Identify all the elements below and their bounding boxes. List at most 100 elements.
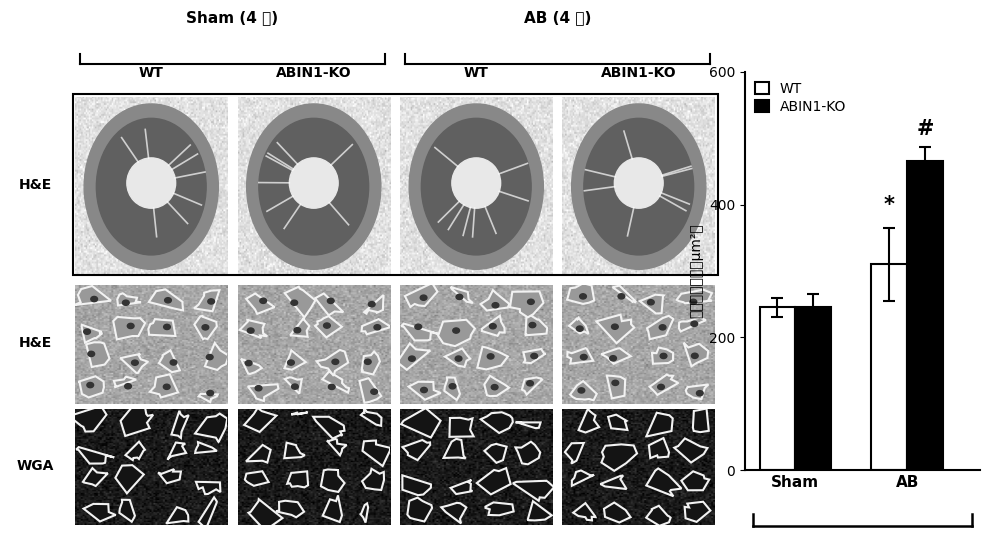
Circle shape [364,359,371,364]
Bar [795,307,831,470]
Polygon shape [199,497,217,529]
Polygon shape [285,377,302,394]
Polygon shape [364,295,384,314]
Polygon shape [596,315,634,343]
Polygon shape [121,405,153,436]
Text: *: * [884,195,895,215]
Polygon shape [166,507,188,524]
Circle shape [163,384,170,389]
Polygon shape [646,413,673,436]
Polygon shape [246,445,271,462]
Circle shape [207,390,214,395]
Polygon shape [76,447,114,463]
Polygon shape [652,347,673,364]
Bar [907,161,943,470]
Circle shape [374,325,381,330]
Circle shape [91,296,98,301]
Polygon shape [194,290,219,311]
Circle shape [453,328,459,333]
Polygon shape [528,501,552,520]
Circle shape [165,298,171,303]
Circle shape [164,324,170,330]
Circle shape [332,359,339,364]
Polygon shape [83,468,108,486]
Text: #: # [916,119,934,139]
Circle shape [371,389,378,394]
Polygon shape [407,498,432,521]
Polygon shape [113,317,145,340]
Polygon shape [647,316,673,339]
Polygon shape [241,359,262,374]
Polygon shape [570,381,597,400]
Point [966,467,978,473]
Polygon shape [567,282,594,304]
Polygon shape [248,384,278,401]
Polygon shape [481,412,513,433]
Circle shape [618,294,625,299]
Polygon shape [246,294,275,314]
Point [747,467,759,473]
Polygon shape [522,378,542,394]
Circle shape [368,301,375,307]
Polygon shape [360,378,381,403]
Circle shape [531,353,538,359]
Polygon shape [284,443,305,458]
Polygon shape [327,439,347,455]
Polygon shape [601,348,631,364]
Ellipse shape [572,104,706,269]
Circle shape [206,354,213,359]
Circle shape [658,384,664,389]
Polygon shape [640,295,664,314]
Y-axis label: 细胞横截面积（μm²）: 细胞横截面积（μm²） [689,223,703,319]
Polygon shape [195,442,217,453]
Polygon shape [646,468,681,496]
Ellipse shape [127,158,176,208]
Polygon shape [149,289,183,310]
Circle shape [690,299,697,305]
Polygon shape [441,503,466,523]
Polygon shape [444,439,466,458]
Polygon shape [322,372,349,393]
Ellipse shape [584,118,694,255]
Ellipse shape [247,104,381,269]
Ellipse shape [421,118,531,255]
Circle shape [208,299,215,304]
Polygon shape [114,377,136,387]
Circle shape [260,298,267,304]
Text: ABIN1-KO: ABIN1-KO [601,66,677,80]
Circle shape [490,324,496,329]
Circle shape [612,380,619,385]
Polygon shape [361,503,368,523]
Polygon shape [674,439,707,462]
Text: Sham (4 周): Sham (4 周) [186,10,279,25]
Polygon shape [405,283,437,307]
Polygon shape [199,394,218,402]
Polygon shape [650,374,678,395]
Circle shape [648,300,654,305]
Polygon shape [244,408,276,432]
Polygon shape [240,320,267,338]
Ellipse shape [409,104,543,269]
Bar [871,264,907,470]
Text: WGA: WGA [16,459,54,473]
Polygon shape [78,376,104,398]
Polygon shape [513,481,554,500]
Circle shape [202,325,209,330]
Polygon shape [573,503,595,520]
Text: H&E: H&E [18,336,52,350]
Ellipse shape [259,118,369,255]
Polygon shape [125,442,145,460]
Polygon shape [607,375,625,398]
Circle shape [528,299,534,304]
Polygon shape [196,482,220,494]
Polygon shape [86,342,109,367]
Polygon shape [565,443,584,463]
Polygon shape [84,504,116,521]
Circle shape [578,388,585,393]
Polygon shape [290,318,309,337]
Polygon shape [613,285,636,302]
Polygon shape [361,319,391,334]
Circle shape [84,329,90,335]
Polygon shape [74,286,111,305]
Polygon shape [445,348,470,367]
